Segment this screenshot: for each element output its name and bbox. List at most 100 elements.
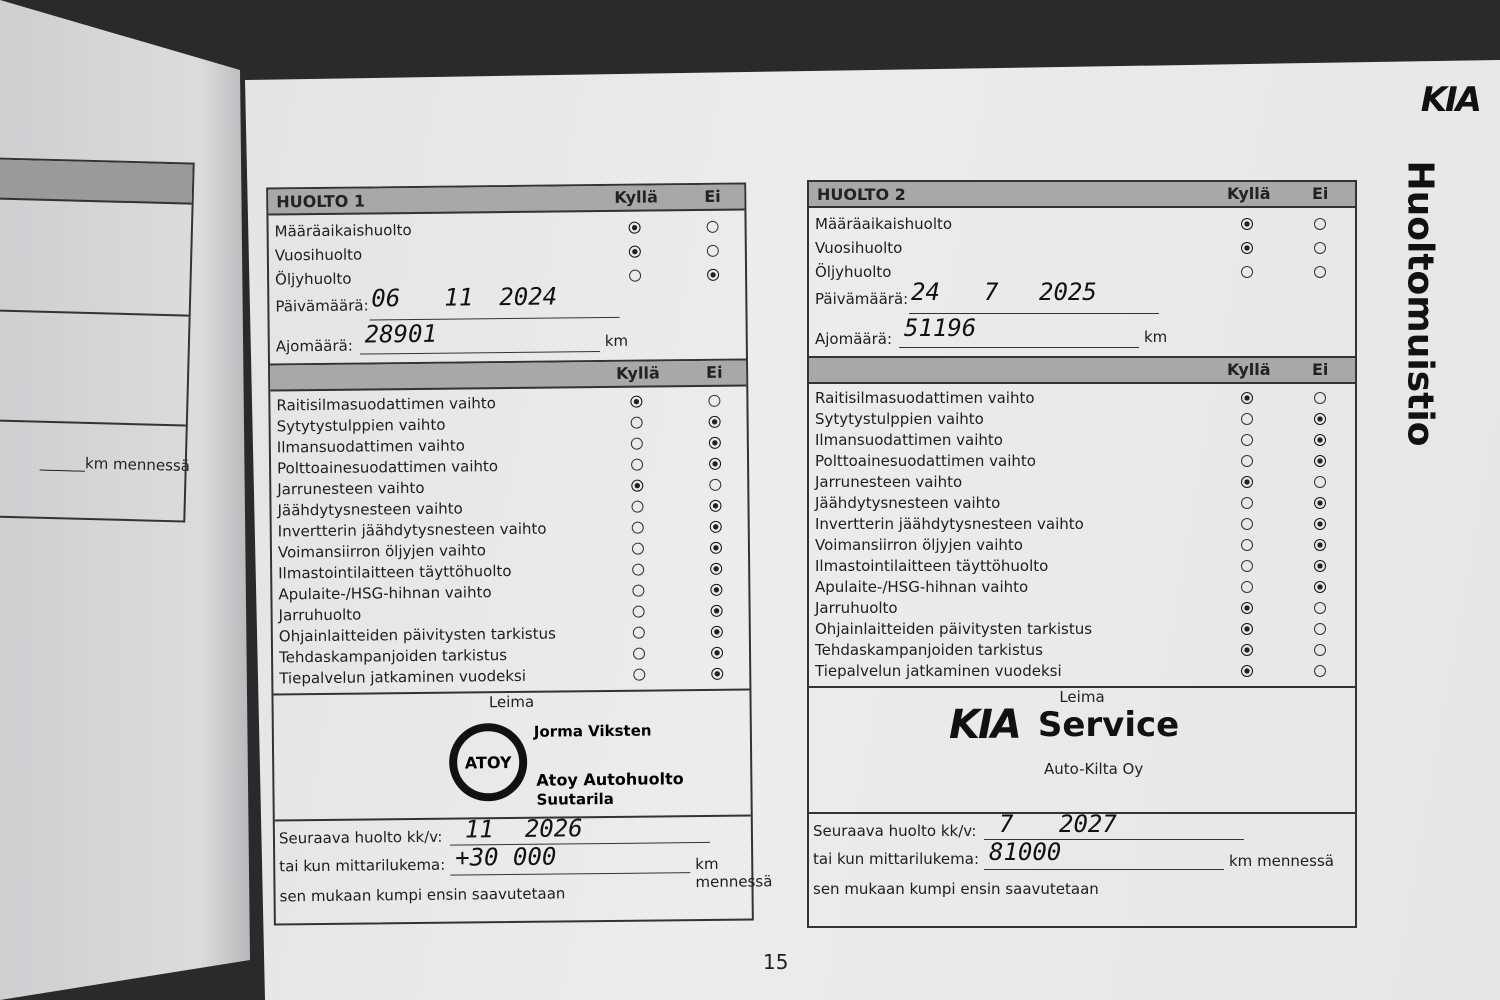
date-year: 2025 bbox=[1039, 278, 1097, 306]
service-item-row: Ilmansuodattimen vaihto bbox=[809, 430, 1355, 451]
yes-radio[interactable] bbox=[628, 245, 641, 258]
no-radio[interactable] bbox=[1314, 476, 1326, 488]
service-item-label: Voimansiirron öljyjen vaihto bbox=[277, 541, 487, 562]
yes-radio[interactable] bbox=[1241, 413, 1253, 425]
service-item-label: Jarruhuolto bbox=[278, 605, 362, 625]
no-radio[interactable] bbox=[708, 415, 721, 428]
service-type-row: Vuosihuolto bbox=[269, 241, 745, 267]
date-day: 06 bbox=[371, 284, 401, 313]
huolto1-form: HUOLTO 1 Kyllä Ei Määräaikaishuolto Vuosi… bbox=[266, 182, 772, 926]
yes-radio[interactable] bbox=[1241, 539, 1253, 551]
col-yes: Kyllä bbox=[1227, 184, 1271, 203]
no-radio[interactable] bbox=[706, 244, 719, 257]
no-radio[interactable] bbox=[1314, 242, 1326, 254]
yes-radio[interactable] bbox=[1241, 266, 1253, 278]
page-number: 15 bbox=[763, 950, 789, 974]
mileage-value: 28901 bbox=[364, 319, 438, 349]
service-type-row: Määräaikaishuolto bbox=[269, 217, 745, 243]
date-month: 11 bbox=[444, 283, 474, 312]
no-radio[interactable] bbox=[1314, 644, 1326, 656]
no-radio[interactable] bbox=[710, 625, 723, 638]
service-item-row: Tehdaskampanjoiden tarkistus bbox=[809, 640, 1355, 661]
yes-radio[interactable] bbox=[1241, 476, 1253, 488]
yes-radio[interactable] bbox=[1241, 665, 1253, 677]
odometer-value: +30 000 bbox=[455, 842, 557, 872]
yes-radio[interactable] bbox=[631, 521, 644, 534]
no-radio[interactable] bbox=[709, 541, 723, 554]
yes-radio[interactable] bbox=[628, 221, 641, 234]
kia-stamp-logo: KIA bbox=[949, 702, 1022, 748]
no-radio[interactable] bbox=[1314, 581, 1326, 593]
yes-radio[interactable] bbox=[1241, 560, 1253, 572]
no-radio[interactable] bbox=[706, 220, 719, 233]
no-radio[interactable] bbox=[1314, 266, 1326, 278]
no-radio[interactable] bbox=[710, 562, 723, 575]
no-radio[interactable] bbox=[707, 268, 720, 281]
stamp-label: Leima bbox=[488, 692, 535, 712]
service-item-label: Tiepalvelun jatkaminen vuodeksi bbox=[815, 662, 1062, 680]
no-radio[interactable] bbox=[710, 604, 723, 617]
yes-radio[interactable] bbox=[632, 584, 645, 597]
yes-radio[interactable] bbox=[629, 269, 642, 282]
no-radio[interactable] bbox=[1314, 623, 1326, 635]
col-no: Ei bbox=[704, 186, 721, 206]
service-item-row: Apulaite-/HSG-hihnan vaihto bbox=[809, 577, 1355, 598]
yes-radio[interactable] bbox=[1241, 218, 1253, 230]
yes-radio[interactable] bbox=[1241, 434, 1253, 446]
yes-radio[interactable] bbox=[1241, 644, 1253, 656]
yes-radio[interactable] bbox=[631, 542, 645, 555]
yes-radio[interactable] bbox=[1241, 392, 1253, 404]
stamp-company: Atoy Autohuolto bbox=[536, 769, 684, 790]
yes-radio[interactable] bbox=[630, 437, 643, 450]
no-radio[interactable] bbox=[1314, 218, 1326, 230]
service-item-row: Ohjainlaitteiden päivitysten tarkistus bbox=[809, 619, 1355, 640]
no-radio[interactable] bbox=[1314, 413, 1326, 425]
yes-radio[interactable] bbox=[1241, 497, 1253, 509]
no-radio[interactable] bbox=[710, 646, 724, 659]
yes-radio[interactable] bbox=[632, 626, 645, 639]
no-radio[interactable] bbox=[711, 667, 724, 680]
yes-radio[interactable] bbox=[1241, 581, 1253, 593]
no-radio[interactable] bbox=[709, 478, 722, 491]
yes-radio[interactable] bbox=[633, 668, 646, 681]
km-label: km bbox=[1144, 328, 1168, 346]
service-item-label: Ilmastointilaitteen täyttöhuolto bbox=[278, 561, 512, 583]
yes-radio[interactable] bbox=[1241, 518, 1253, 530]
no-radio[interactable] bbox=[1314, 539, 1326, 551]
yes-radio[interactable] bbox=[630, 395, 643, 408]
no-radio[interactable] bbox=[1314, 455, 1326, 467]
side-title: Huoltomuistio bbox=[1399, 160, 1441, 447]
yes-radio[interactable] bbox=[1241, 602, 1253, 614]
yes-radio[interactable] bbox=[631, 479, 644, 492]
no-radio[interactable] bbox=[709, 457, 722, 470]
no-radio[interactable] bbox=[1314, 560, 1326, 572]
no-radio[interactable] bbox=[1314, 665, 1326, 677]
no-radio[interactable] bbox=[1314, 392, 1326, 404]
yes-radio[interactable] bbox=[1241, 623, 1253, 635]
service-item-row: Jäähdytysnesteen vaihto bbox=[809, 493, 1355, 514]
no-radio[interactable] bbox=[1314, 434, 1326, 446]
no-radio[interactable] bbox=[709, 520, 722, 533]
yes-radio[interactable] bbox=[632, 605, 645, 618]
no-radio[interactable] bbox=[708, 394, 721, 407]
no-radio[interactable] bbox=[1314, 602, 1326, 614]
yes-radio[interactable] bbox=[632, 563, 645, 576]
no-radio[interactable] bbox=[710, 583, 723, 596]
km-by-label: km mennessä bbox=[1229, 852, 1334, 870]
no-radio[interactable] bbox=[709, 499, 722, 512]
yes-radio[interactable] bbox=[632, 647, 646, 660]
yes-radio[interactable] bbox=[631, 500, 644, 513]
yes-radio[interactable] bbox=[630, 416, 643, 429]
no-radio[interactable] bbox=[708, 436, 721, 449]
service-item-label: Polttoainesuodattimen vaihto bbox=[276, 457, 499, 478]
yes-radio[interactable] bbox=[1241, 242, 1253, 254]
service-item-label: Sytytystulppien vaihto bbox=[276, 415, 446, 436]
odometer-label: tai kun mittarilukema: bbox=[813, 850, 979, 868]
service-type-row: Vuosihuolto bbox=[809, 238, 1355, 259]
yes-radio[interactable] bbox=[631, 458, 644, 471]
stamp-label: Leima bbox=[1059, 688, 1105, 706]
yes-radio[interactable] bbox=[1241, 455, 1253, 467]
no-radio[interactable] bbox=[1314, 518, 1326, 530]
service-item-label: Ohjainlaitteiden päivitysten tarkistus bbox=[278, 624, 556, 646]
no-radio[interactable] bbox=[1314, 497, 1326, 509]
